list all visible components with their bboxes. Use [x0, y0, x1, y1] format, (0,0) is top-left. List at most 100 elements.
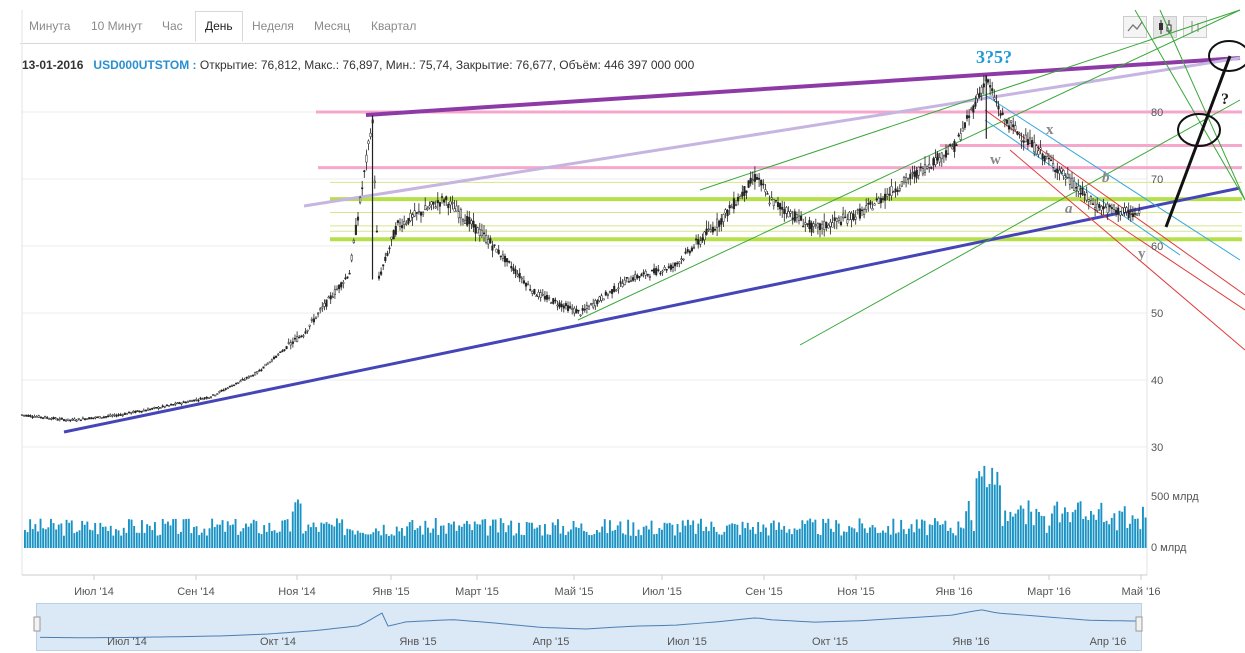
candle-body [770, 197, 773, 200]
volume-bar [406, 526, 409, 548]
volume-bar [515, 533, 518, 548]
candle-body [695, 238, 698, 241]
volume-bar [239, 531, 242, 548]
volume-bar [473, 521, 476, 548]
candle-body [1039, 147, 1042, 150]
volume-bar [1121, 511, 1124, 548]
volume-bar [999, 485, 1001, 548]
green-channel [799, 99, 1241, 346]
volume-bar [798, 528, 801, 548]
candle-body [579, 314, 582, 317]
volume-bar [86, 521, 89, 548]
candle-body [27, 414, 30, 417]
candle-body [535, 295, 538, 297]
volume-bar [245, 523, 247, 548]
volume-tick-label: 0 млрд [1151, 542, 1187, 554]
volume-bar [726, 525, 728, 548]
volume-bar [962, 528, 965, 548]
tab-week[interactable]: Неделя [252, 19, 294, 33]
candle-body [585, 305, 588, 309]
range-navigator[interactable] [36, 603, 1142, 651]
candle-body [268, 361, 271, 364]
volume-bar [783, 525, 786, 548]
volume-bar [934, 518, 936, 548]
candle-body [1035, 145, 1038, 155]
volume-bar [330, 524, 333, 548]
candle-body [684, 251, 687, 254]
volume-bar [255, 521, 258, 548]
volume-bar [850, 527, 853, 548]
volume-bar [94, 522, 97, 548]
candle-body [774, 199, 777, 202]
volume-bar [1019, 505, 1022, 548]
wave-label-3-5: 3?5? [976, 47, 1012, 67]
tab-month[interactable]: Месяц [314, 19, 351, 33]
volume-bar [570, 529, 572, 548]
bar-chart-icon[interactable] [1183, 16, 1207, 38]
candle-body [552, 298, 555, 304]
volume-bar [161, 518, 164, 548]
candle-body [245, 377, 248, 379]
volume-bar [226, 521, 229, 548]
tab-day[interactable]: День [195, 11, 243, 42]
candle-body [886, 193, 889, 197]
candle-body [873, 203, 876, 206]
volume-bar [583, 530, 585, 548]
tab-hour[interactable]: Час [162, 19, 183, 33]
volume-bar [115, 529, 117, 548]
candle-body [235, 382, 238, 385]
candle-body [327, 296, 330, 299]
candle-body [644, 271, 647, 276]
candle-body [869, 201, 872, 205]
volume-bar [242, 528, 245, 548]
volume-bar [195, 526, 198, 548]
candle-body [867, 203, 870, 205]
volume-bar [952, 533, 955, 548]
volume-bar [986, 487, 988, 548]
candle-body [965, 115, 969, 119]
candle-body [690, 247, 693, 252]
volume-bar [252, 519, 255, 548]
volume-bar [827, 518, 830, 548]
x-tick-label: Янв '15 [372, 586, 409, 598]
candle-body [75, 420, 78, 422]
candle-body [926, 165, 929, 169]
volume-bar [185, 518, 188, 548]
candle-body [772, 198, 775, 206]
line-chart-icon[interactable] [1123, 16, 1147, 38]
volume-bar [918, 528, 921, 548]
volume-bar [640, 535, 643, 548]
candle-body [533, 289, 536, 295]
volume-bar [528, 522, 531, 548]
volume-bar [50, 518, 52, 548]
candle-body [165, 404, 168, 407]
volume-bar [902, 529, 905, 548]
tab-10-minutes[interactable]: 10 Минут [91, 19, 143, 33]
volume-bar [887, 526, 890, 548]
volume-bar [718, 534, 721, 548]
blue-channel [984, 94, 1241, 261]
tab-quarter[interactable]: Квартал [371, 19, 417, 33]
x-tick-label: Ноя '14 [278, 586, 315, 598]
candle-body [762, 183, 765, 186]
candle-body [516, 274, 519, 277]
candle-body [594, 300, 597, 307]
volume-bar [632, 522, 635, 548]
candle-body [560, 303, 563, 308]
volume-bar [609, 520, 611, 548]
volume-bar [856, 532, 858, 548]
candle-body [810, 222, 813, 233]
candle-body [648, 276, 651, 278]
candle-body [451, 202, 454, 204]
volume-bar [788, 529, 791, 548]
candle-body [701, 237, 704, 241]
candle-body [856, 209, 859, 212]
volume-bar [281, 520, 284, 548]
candle-body [443, 199, 446, 203]
candle-body [978, 92, 981, 98]
candle-body [823, 221, 826, 230]
candlestick-glyph [1159, 20, 1172, 34]
tab-minute[interactable]: Минута [29, 19, 71, 33]
timeframe-tabbar: Минута 10 Минут Час День Неделя Месяц Кв… [20, 11, 1150, 44]
